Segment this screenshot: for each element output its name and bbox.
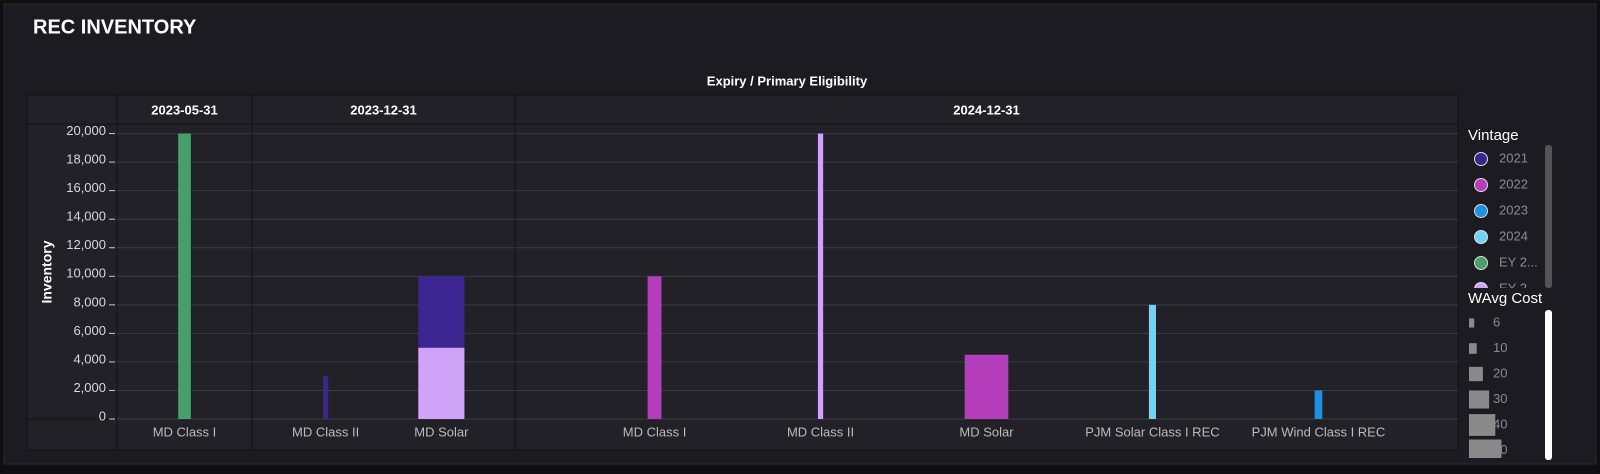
legend-swatch [1474, 152, 1488, 166]
facet-title: Expiry / Primary Eligibility [707, 73, 868, 88]
size-legend-title: WAvg Cost [1468, 290, 1543, 307]
size-label: 10 [1493, 340, 1507, 355]
bar-segment [1314, 390, 1323, 419]
size-label: 40 [1493, 416, 1507, 431]
x-tick-label: PJM Wind Class I REC [1252, 424, 1386, 439]
x-tick-label: MD Class I [153, 424, 217, 439]
y-tick-label: 0 [99, 408, 106, 423]
y-axis-title: Inventory [39, 240, 55, 303]
x-tick-label: PJM Solar Class I REC [1085, 424, 1219, 439]
bar-segment [178, 133, 191, 419]
size-label: 50 [1493, 442, 1507, 457]
size-label: 6 [1493, 314, 1500, 329]
y-tick-label: 10,000 [66, 266, 106, 281]
legend-item[interactable]: 2021 [1474, 150, 1528, 166]
x-tick-label: MD Class II [292, 424, 359, 439]
x-tick-label: MD Class II [787, 424, 854, 439]
facet-label: 2024-12-31 [953, 102, 1020, 117]
scrollbar[interactable] [1545, 145, 1552, 288]
scrollbar[interactable] [1545, 310, 1552, 460]
legend-swatch [1474, 230, 1488, 244]
legend-item[interactable]: 2024 [1474, 228, 1528, 244]
y-tick-label: 12,000 [66, 237, 106, 252]
facet-label: 2023-05-31 [151, 102, 218, 117]
legend-swatch [1474, 256, 1488, 270]
legend-label: 2023 [1499, 202, 1528, 217]
bar-segment [964, 354, 1009, 419]
legend-item[interactable]: EY 2... [1474, 254, 1538, 270]
y-tick-label: 18,000 [66, 152, 106, 167]
vintage-legend: 2021 2022 2023 2024 EY 2... EY 2... [1474, 150, 1538, 295]
bar-segment [1148, 304, 1157, 419]
y-tick-label: 20,000 [66, 123, 106, 138]
y-tick-label: 16,000 [66, 180, 106, 195]
x-tick-label: MD Class I [623, 424, 687, 439]
size-legend: 6 10 20 30 40 50 [1469, 314, 1507, 458]
bar-segment [817, 133, 824, 419]
legend-item[interactable]: EY 2... [1474, 280, 1538, 295]
legend-label: EY 2... [1499, 280, 1538, 295]
legend-item[interactable]: 2022 [1474, 176, 1528, 192]
plot-frame [26, 94, 1459, 451]
legend-swatch [1474, 282, 1488, 288]
size-swatch [1469, 343, 1477, 354]
x-tick-label: MD Solar [959, 424, 1014, 439]
facet-label: 2023-12-31 [350, 102, 417, 117]
x-tick-label: MD Solar [414, 424, 469, 439]
size-swatch [1469, 318, 1475, 328]
legend-swatch [1474, 204, 1488, 218]
legend-label: 2024 [1499, 228, 1528, 243]
legend-label: 2022 [1499, 176, 1528, 191]
y-tick-label: 6,000 [73, 323, 106, 338]
size-swatch [1469, 414, 1496, 436]
y-tick-label: 4,000 [73, 351, 106, 366]
bar-segment [418, 347, 465, 419]
y-tick-label: 2,000 [73, 380, 106, 395]
size-label: 20 [1493, 365, 1507, 380]
chart-title: REC INVENTORY [33, 16, 197, 38]
y-tick-label: 8,000 [73, 294, 106, 309]
legend-item[interactable]: 2023 [1474, 202, 1528, 218]
size-swatch [1469, 366, 1483, 382]
legend-title: Vintage [1468, 127, 1519, 144]
bar-segment [418, 276, 465, 348]
legend-label: 2021 [1499, 150, 1528, 165]
bar-segment [323, 376, 329, 419]
size-label: 30 [1493, 391, 1507, 406]
size-swatch [1469, 439, 1502, 458]
bar-segment [647, 276, 662, 419]
y-tick-label: 14,000 [66, 209, 106, 224]
legend-label: EY 2... [1499, 254, 1538, 269]
size-swatch [1469, 390, 1490, 409]
legend-swatch [1474, 178, 1488, 192]
